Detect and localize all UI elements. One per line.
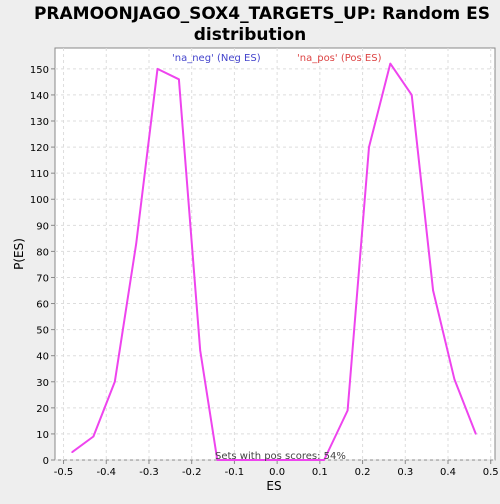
y-tick-label: 120	[30, 143, 49, 154]
x-tick-label: -0.3	[139, 467, 159, 478]
data-point	[432, 289, 434, 292]
data-point	[156, 68, 159, 70]
data-point	[410, 94, 413, 96]
data-point	[92, 435, 95, 438]
y-tick-label: 60	[36, 300, 49, 311]
x-tick-label: 0.1	[312, 467, 328, 478]
y-tick-label: 130	[30, 117, 49, 128]
data-point	[178, 78, 180, 81]
x-tick-label: 0.2	[355, 467, 371, 478]
data-point	[280, 459, 283, 461]
data-point	[114, 380, 116, 383]
y-tick-label: 20	[36, 404, 49, 415]
y-tick-label: 110	[30, 169, 49, 180]
data-point	[368, 146, 370, 148]
y-tick-label: 80	[36, 247, 49, 258]
legend-pos: 'na_pos' (Pos ES)	[297, 53, 382, 64]
data-point	[199, 349, 202, 352]
x-tick-label: 0.3	[397, 467, 413, 478]
x-tick-label: -0.2	[182, 467, 202, 478]
data-point	[237, 459, 240, 461]
y-tick-label: 90	[36, 221, 49, 232]
y-tick-label: 50	[36, 326, 49, 337]
legend-neg: 'na_neg' (Neg ES)	[172, 53, 261, 64]
data-point	[301, 459, 304, 461]
data-point	[389, 62, 392, 65]
data-point	[259, 459, 261, 461]
y-tick-label: 150	[30, 65, 49, 76]
x-tick-label: 0.4	[440, 467, 456, 478]
y-tick-label: 70	[36, 273, 49, 284]
x-tick-label: -0.5	[54, 467, 74, 478]
x-tick-label: -0.4	[97, 467, 117, 478]
data-point	[216, 459, 219, 461]
data-point	[323, 459, 325, 461]
series-line	[71, 62, 477, 461]
chart-title-line-2: distribution	[194, 25, 306, 45]
data-point	[474, 433, 477, 435]
x-tick-label: 0.5	[483, 467, 499, 478]
y-tick-label: 140	[30, 91, 49, 102]
data-point	[453, 378, 456, 380]
x-tick-label: 0.0	[269, 467, 285, 478]
y-tick-label: 100	[30, 195, 49, 206]
chart-title-line-1: PRAMOONJAGO_SOX4_TARGETS_UP: Random ES	[34, 4, 490, 24]
axis-layer: 0 10 20 30 40 50 60 70 80 90 100 110 120 130 140 150 -0.…	[30, 65, 499, 478]
y-tick-label: 30	[36, 378, 49, 389]
data-point	[135, 242, 137, 245]
x-tick-label: -0.1	[225, 467, 245, 478]
y-tick-label: 0	[43, 456, 49, 467]
data-point	[71, 451, 73, 453]
series-layer	[71, 62, 477, 461]
plot-area	[54, 47, 496, 461]
grid-layer	[55, 48, 495, 461]
x-axis-label: ES	[266, 479, 281, 493]
y-tick-label: 10	[36, 430, 49, 441]
data-point	[346, 409, 349, 412]
y-tick-label: 40	[36, 352, 49, 363]
pos-score-annotation: Sets with pos scores: 54%	[215, 451, 346, 462]
y-axis-label: P(ES)	[12, 238, 26, 270]
